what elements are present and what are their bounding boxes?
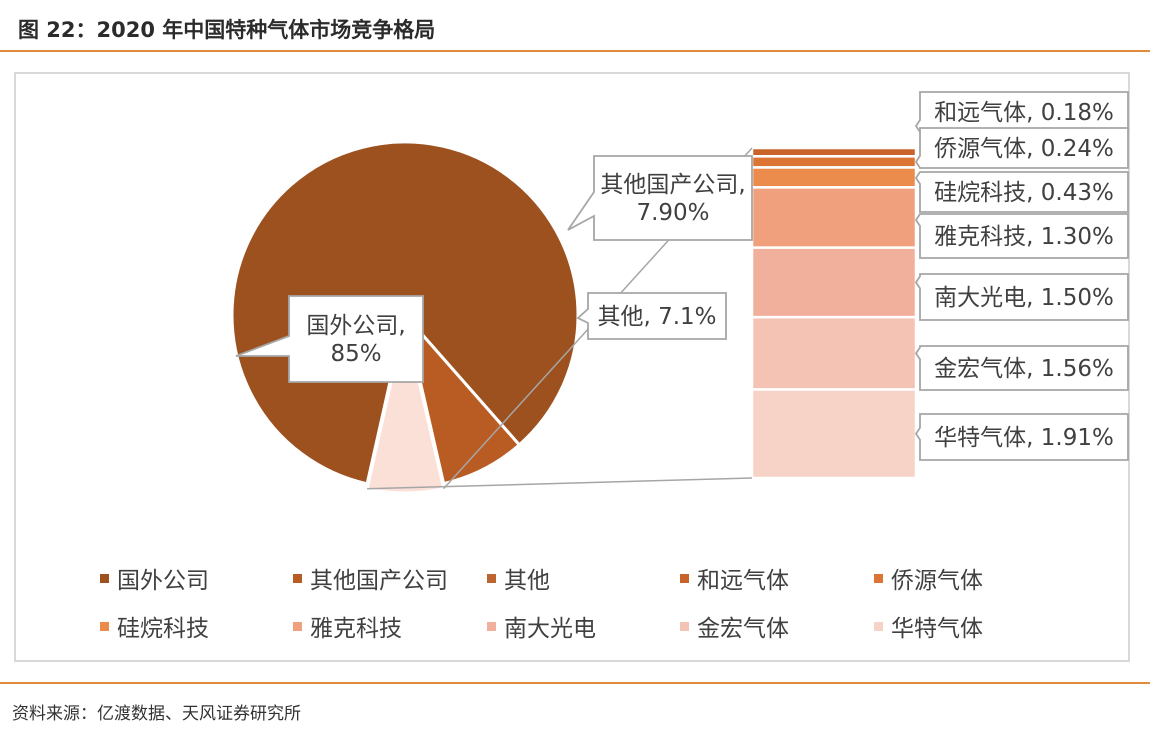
bar-label-item-6: 金宏气体, 1.56% <box>934 356 1114 382</box>
bar-segment-item-2 <box>750 155 918 169</box>
legend-label-item-1: 国外公司 <box>117 568 209 594</box>
legend-label-item-4: 和远气体 <box>697 568 789 594</box>
bar-segment-item-7 <box>750 388 918 480</box>
legend-item-9: 金宏气体 <box>680 609 789 643</box>
bar-label-item-6-box <box>914 345 1129 391</box>
legend-label-item-5: 侨源气体 <box>891 568 983 594</box>
figure-title: 图 22：2020 年中国特种气体市场竞争格局 <box>18 18 436 42</box>
legend-item-5: 侨源气体 <box>874 561 983 595</box>
chart-frame <box>14 72 1130 662</box>
legend-item-10: 华特气体 <box>874 609 983 643</box>
legend-item-8: 南大光电 <box>487 609 596 643</box>
pie-label-item-2: 其他国产公司, 7.90% <box>600 172 745 226</box>
source-note: 资料来源：亿渡数据、天风证券研究所 <box>12 704 301 724</box>
bar-label-item-4-box <box>914 213 1129 259</box>
legend-label-item-10: 华特气体 <box>891 616 983 642</box>
legend-swatch-item-7 <box>293 621 302 631</box>
title-rule <box>0 50 1150 52</box>
bar-segment-item-1 <box>750 146 918 158</box>
legend-item-7: 雅克科技 <box>293 609 402 643</box>
footer-rule <box>0 682 1150 684</box>
connector-line-bottom <box>367 477 753 490</box>
legend-swatch-item-9 <box>680 621 689 631</box>
legend-item-4: 和远气体 <box>680 561 789 595</box>
bar-label-item-7-box <box>914 413 1129 461</box>
bar-segment-item-5 <box>750 246 918 319</box>
legend-label-item-7: 雅克科技 <box>310 616 402 642</box>
bar-label-item-2: 侨源气体, 0.24% <box>934 136 1114 162</box>
bar-label-item-4: 雅克科技, 1.30% <box>934 224 1114 250</box>
bar-label-item-2-box <box>914 127 1129 169</box>
bar-label-item-3-box <box>914 171 1129 213</box>
pie-label-item-3-box <box>576 292 727 340</box>
bar-label-item-5-box <box>914 273 1129 321</box>
legend-swatch-item-10 <box>874 621 883 631</box>
legend-swatch-item-4 <box>680 573 689 583</box>
bar-segment-item-3 <box>750 166 918 189</box>
pie-label-item-2-box <box>567 155 753 241</box>
pie-label-item-3: 其他, 7.1% <box>597 304 716 330</box>
legend-swatch-item-3 <box>487 573 496 583</box>
bar-label-item-7: 华特气体, 1.91% <box>934 425 1114 451</box>
legend-item-6: 硅烷科技 <box>100 609 209 643</box>
bar-label-item-1: 和远气体, 0.18% <box>934 100 1114 126</box>
legend-label-item-2: 其他国产公司 <box>310 568 448 594</box>
pie-label-item-1: 国外公司, 85% <box>306 313 405 367</box>
legend-swatch-item-5 <box>874 573 883 583</box>
legend-swatch-item-1 <box>100 573 109 583</box>
legend-item-2: 其他国产公司 <box>293 561 448 595</box>
legend-label-item-6: 硅烷科技 <box>117 616 209 642</box>
pie-label-item-1-box <box>235 295 424 383</box>
bar-segment-item-6 <box>750 315 918 391</box>
legend-label-item-8: 南大光电 <box>504 616 596 642</box>
legend-swatch-item-6 <box>100 621 109 631</box>
legend-swatch-item-8 <box>487 621 496 631</box>
legend-item-1: 国外公司 <box>100 561 209 595</box>
legend-item-3: 其他 <box>487 561 550 595</box>
bar-label-item-5: 南大光电, 1.50% <box>934 285 1114 311</box>
legend-swatch-item-2 <box>293 573 302 583</box>
legend-label-item-3: 其他 <box>504 568 550 594</box>
legend-label-item-9: 金宏气体 <box>697 616 789 642</box>
bar-label-item-3: 硅烷科技, 0.43% <box>934 180 1114 206</box>
bar-segment-item-4 <box>750 186 918 249</box>
